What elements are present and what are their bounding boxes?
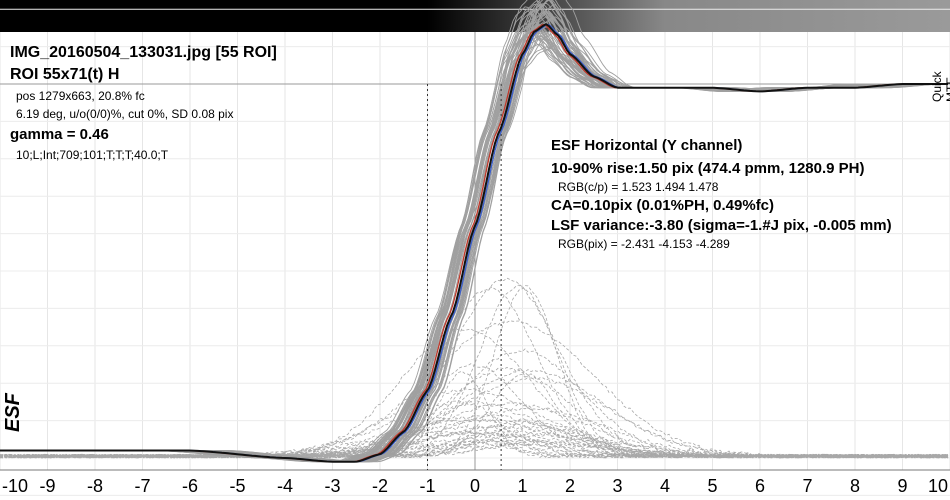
x-tick-label: 9 (897, 476, 907, 496)
x-tick-label: 2 (565, 476, 575, 496)
results-title: ESF Horizontal (Y channel) (551, 137, 743, 154)
x-tick-label: 3 (612, 476, 622, 496)
lsf-curve (0, 433, 949, 459)
x-tick-label: -1 (419, 476, 435, 496)
x-tick-label: 1 (517, 476, 527, 496)
x-tick-label: -3 (324, 476, 340, 496)
lsf-curve (0, 442, 949, 459)
lsf-curve (0, 439, 949, 459)
quick-mtf-label[interactable]: Quick MTF (930, 71, 950, 102)
rgb-cycles-per-pixel: RGB(c/p) = 1.523 1.494 1.478 (558, 180, 719, 194)
x-tick-label: -8 (87, 476, 103, 496)
lsf-curve (0, 441, 949, 459)
lsf-variance: LSF variance:-3.80 (sigma=-1.#J pix, -0.… (551, 217, 892, 234)
title-bar-gradient (0, 0, 950, 32)
x-tick-label: -5 (229, 476, 245, 496)
lsf-curve (0, 443, 949, 459)
roi-label: ROI 55x71(t) H (10, 66, 120, 83)
x-tick-label: -4 (277, 476, 293, 496)
x-tick-label: 4 (660, 476, 670, 496)
x-tick-label: -2 (372, 476, 388, 496)
x-tick-label: 5 (707, 476, 717, 496)
x-tick-label: -9 (39, 476, 55, 496)
lsf-curve (0, 376, 949, 459)
lsf-curve (0, 423, 949, 459)
x-tick-label: 6 (755, 476, 765, 496)
position-info: pos 1279x663, 20.8% fc (16, 89, 145, 103)
rgb-pixels: RGB(pix) = -2.431 -4.153 -4.289 (558, 237, 730, 251)
x-tick-label: 10 (928, 476, 948, 496)
x-tick-label: -10 (2, 476, 28, 496)
gamma-value: gamma = 0.46 (10, 126, 109, 143)
rise-distance: 10-90% rise:1.50 pix (474.4 pmm, 1280.9 … (551, 160, 865, 177)
lsf-curve (0, 418, 949, 459)
x-tick-label: 8 (850, 476, 860, 496)
image-filename: IMG_20160504_133031.jpg [55 ROI] (10, 44, 277, 61)
edge-angle-info: 6.19 deg, u/o(0/0)%, cut 0%, SD 0.08 pix (16, 107, 234, 121)
mean-esf-curve (0, 23, 948, 463)
x-tick-label: -7 (134, 476, 150, 496)
lsf-curve (0, 277, 949, 459)
settings-string: 10;L;Int;709;101;T;T;T;40.0;T (16, 148, 169, 162)
x-tick-label: 0 (470, 476, 480, 496)
lsf-curve (0, 426, 948, 459)
x-tick-label: 7 (802, 476, 812, 496)
chromatic-aberration: CA=0.10pix (0.01%PH, 0.49%fc) (551, 197, 775, 214)
y-axis-label: ESF (2, 393, 24, 432)
x-tick-label: -6 (182, 476, 198, 496)
